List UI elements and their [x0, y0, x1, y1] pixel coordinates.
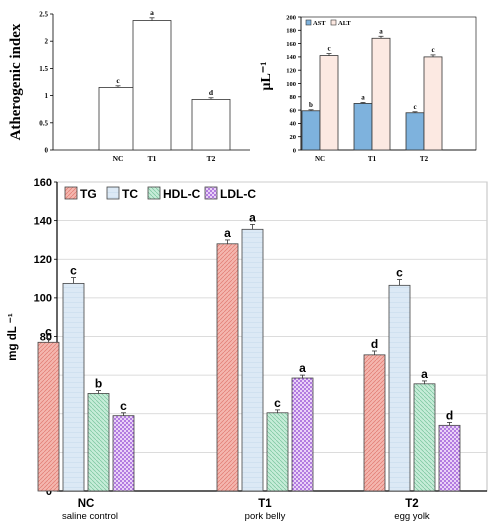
chart2-legend-label: ALT [338, 20, 351, 27]
chart3-legend-label: HDL-C [163, 187, 201, 201]
chart3-bar [241, 228, 264, 492]
chart3-bar [112, 415, 135, 492]
chart3-legend-label: LDL-C [220, 187, 256, 201]
chart2-y-tick-label: 160 [286, 41, 296, 48]
chart1-y-tick-label: 2.5 [39, 10, 48, 18]
chart2-significance-letter: c [327, 45, 330, 53]
chart2-category-label: T1 [368, 155, 377, 163]
chart3-significance-letter: d [446, 408, 453, 422]
chart3-legend-swatch [147, 186, 161, 200]
chart2-significance-letter: a [379, 27, 383, 35]
chart3-bar [363, 354, 386, 492]
chart2-significance-letter: c [413, 103, 416, 111]
chart3-bar [87, 393, 110, 492]
chart3-y-tick-label: 0 [46, 486, 52, 498]
chart1-y-tick-label: 0.5 [39, 119, 48, 127]
chart2-y-tick-label: 200 [286, 14, 296, 21]
chart3-category-sublabel: saline control [62, 511, 118, 522]
chart2-y-tick-label: 120 [286, 67, 296, 74]
chart3-category-label: T2 [405, 498, 418, 510]
chart1-y-tick-label: 2 [45, 38, 49, 46]
chart2-y-tick-label: 40 [290, 121, 297, 128]
chart2-bar [353, 103, 373, 151]
chart3-significance-letter: b [95, 377, 102, 391]
chart2-y-tick-label: 20 [290, 134, 297, 141]
chart3-bar [62, 282, 85, 492]
chart3-significance-letter: a [421, 367, 428, 381]
chart3-category-label: T1 [258, 498, 272, 510]
chart3-significance-letter: a [249, 210, 256, 224]
chart3-significance-letter: c [45, 324, 52, 338]
chart3-legend-label: TG [80, 187, 97, 201]
chart3-legend-label: TC [122, 187, 138, 201]
chart3-bar [388, 284, 411, 492]
chart2-significance-letter: b [309, 101, 313, 109]
chart3-significance-letter: a [224, 226, 231, 240]
chart3-y-tick-label: 160 [34, 177, 52, 189]
chart3-y-axis-title: mg dL ⁻¹ [7, 313, 19, 361]
chart3-category-sublabel: pork belly [245, 511, 286, 522]
chart2-y-tick-label: 140 [286, 54, 296, 61]
chart1-category-label: NC [113, 154, 124, 163]
chart2-significance-letter: a [361, 93, 365, 101]
chart1-y-axis-title: Atherogenic index [8, 23, 24, 140]
chart1-y-tick-label: 1.5 [39, 65, 48, 73]
chart3-y-tick-label: 80 [40, 331, 52, 343]
chart2-bar [319, 55, 339, 151]
chart2-bar [371, 37, 391, 151]
chart1-bar [98, 87, 138, 151]
chart3-y-tick-label: 100 [34, 293, 52, 305]
chart1-significance-letter: a [150, 8, 154, 17]
chart3-significance-letter: c [120, 399, 127, 413]
chart1-bar [191, 99, 231, 151]
chart3-category-sublabel: egg yolk [394, 511, 430, 522]
chart1-y-tick-label: 1 [45, 92, 49, 100]
chart2-category-label: T2 [420, 155, 429, 163]
chart2-y-tick-label: 80 [290, 94, 297, 101]
chart3-bar [266, 412, 289, 492]
chart3-significance-letter: c [274, 396, 281, 410]
chart1-y-tick-label: 0 [45, 146, 49, 154]
chart2-y-tick-label: 180 [286, 28, 296, 35]
chart2-legend-swatch [330, 19, 337, 26]
chart3-category-label: NC [78, 498, 95, 510]
chart2-y-axis-title: μL⁻¹ [259, 62, 274, 91]
chart2-bar [423, 56, 443, 151]
chart3-bar [413, 383, 436, 492]
chart3-bar [216, 243, 239, 492]
chart3-significance-letter: c [70, 264, 77, 278]
chart2-y-tick-label: 60 [290, 107, 297, 114]
chart3-significance-letter: d [371, 337, 378, 351]
chart2-y-tick-label: 100 [286, 81, 296, 88]
chart3-legend-swatch [204, 186, 218, 200]
chart3-significance-letter: a [299, 361, 306, 375]
chart1-category-label: T1 [148, 154, 157, 163]
chart3-significance-letter: c [396, 266, 403, 280]
chart3-bar [291, 377, 314, 492]
chart2-legend-label: AST [313, 20, 326, 27]
chart3-bar [438, 424, 461, 492]
chart2-category-label: NC [315, 155, 325, 163]
chart2-significance-letter: c [431, 46, 434, 54]
chart1-bar [132, 20, 172, 151]
chart2-bar [301, 110, 321, 151]
chart2-y-tick-label: 0 [293, 147, 296, 154]
chart3-legend-swatch [106, 186, 120, 200]
chart3-y-tick-label: 140 [34, 215, 52, 227]
chart3-legend-swatch [64, 186, 78, 200]
chart1-significance-letter: c [116, 76, 120, 85]
chart1-category-label: T2 [207, 154, 216, 163]
chart3-y-tick-label: 120 [34, 254, 52, 266]
chart2-bar [405, 112, 425, 151]
chart2-legend-swatch [305, 19, 312, 26]
chart1-significance-letter: d [209, 88, 214, 97]
chart3-bar [37, 341, 60, 492]
